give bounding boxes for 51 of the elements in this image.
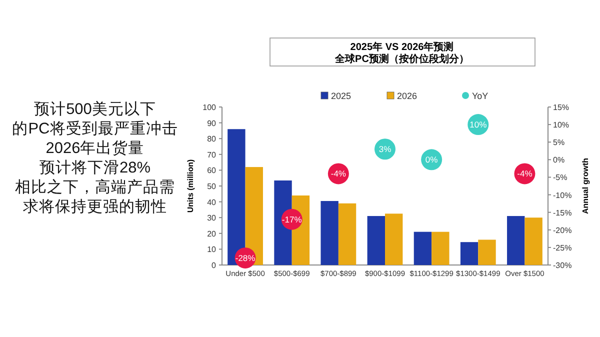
y2-tick-label: -5% <box>553 173 568 182</box>
y-tick-label: 10 <box>207 245 217 254</box>
legend-label: 2026 <box>397 91 418 101</box>
y2-tick-label: 0% <box>553 156 565 165</box>
chart-subtitle: 全球PC预测（按价位段划分） <box>334 53 469 65</box>
bar <box>414 232 432 265</box>
y2-tick-label: 15% <box>553 103 570 112</box>
bar <box>320 201 338 265</box>
y2-tick-label: -15% <box>553 208 572 218</box>
bar <box>524 218 542 265</box>
data-label: 0% <box>425 154 438 165</box>
y-tick-label: 60 <box>207 166 217 176</box>
bar <box>338 203 356 265</box>
text: 预计将下滑28% <box>39 158 151 176</box>
y2-tick-label: -20% <box>553 226 572 235</box>
y2-axis-title: Annual growth <box>581 158 590 214</box>
y2-tick-label: -10% <box>553 190 572 200</box>
y-tick-label: 100 <box>202 103 217 112</box>
y2-tick-label: 10% <box>553 120 570 130</box>
data-label: 3% <box>378 144 392 154</box>
legend-label: 2025 <box>331 91 352 101</box>
text: 2026年出货量 <box>46 139 144 157</box>
y-tick-label: 0 <box>212 261 217 270</box>
bar <box>432 232 450 265</box>
text: 相比之下，高端产品需 <box>15 178 175 196</box>
y2-tick-label: -30% <box>553 261 572 270</box>
bar <box>367 216 385 265</box>
bar <box>507 216 525 265</box>
data-label: -4% <box>517 168 533 179</box>
text: 求将保持更强的韧性 <box>23 198 167 216</box>
data-label: 10% <box>470 120 488 130</box>
data-label: -28% <box>235 252 256 263</box>
chart-title: 2025年 VS 2026年预测 <box>350 41 454 53</box>
data-label: -17% <box>282 214 302 224</box>
y2-tick-label: 5% <box>553 138 565 148</box>
y-axis-title: Units (million) <box>186 159 195 213</box>
y-tick-label: 40 <box>207 198 217 207</box>
y-tick-label: 30 <box>207 214 217 223</box>
bar <box>385 214 403 265</box>
y-tick-label: 20 <box>207 229 217 238</box>
y2-tick-label: -25% <box>553 243 572 252</box>
text: 的PC将受到最严重冲击 <box>12 120 178 138</box>
y-tick-label: 90 <box>207 118 217 128</box>
y-tick-label: 70 <box>207 150 217 160</box>
text: 预计500美元以下 <box>34 100 156 118</box>
legend-label: YoY <box>472 91 488 101</box>
data-label: -4% <box>330 168 346 179</box>
bar <box>478 240 496 265</box>
y-tick-label: 80 <box>207 134 217 144</box>
bar <box>460 242 478 265</box>
y-tick-label: 50 <box>207 182 217 191</box>
